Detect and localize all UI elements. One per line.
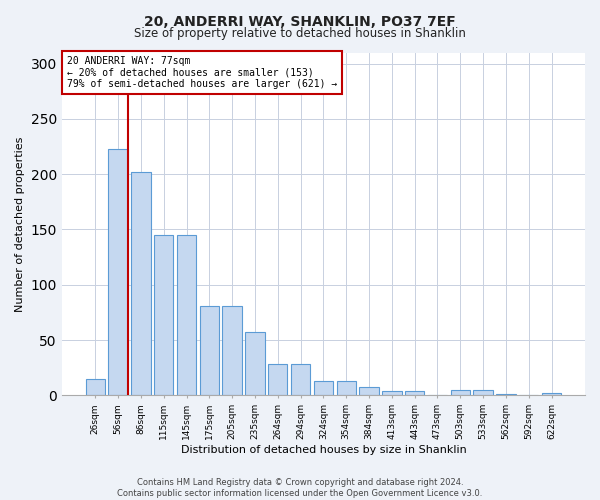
Y-axis label: Number of detached properties: Number of detached properties [15, 136, 25, 312]
X-axis label: Distribution of detached houses by size in Shanklin: Distribution of detached houses by size … [181, 445, 466, 455]
Bar [291, 364, 310, 396]
Bar [496, 394, 515, 396]
Bar [451, 390, 470, 396]
Bar [314, 381, 333, 396]
Bar [109, 148, 128, 396]
Bar [405, 391, 424, 396]
Bar [86, 379, 105, 396]
Bar [223, 306, 242, 396]
Bar [542, 393, 561, 396]
Text: Size of property relative to detached houses in Shanklin: Size of property relative to detached ho… [134, 28, 466, 40]
Bar [177, 235, 196, 396]
Bar [200, 306, 219, 396]
Bar [245, 332, 265, 396]
Bar [382, 391, 401, 396]
Text: Contains HM Land Registry data © Crown copyright and database right 2024.
Contai: Contains HM Land Registry data © Crown c… [118, 478, 482, 498]
Text: 20, ANDERRI WAY, SHANKLIN, PO37 7EF: 20, ANDERRI WAY, SHANKLIN, PO37 7EF [144, 15, 456, 29]
Bar [337, 381, 356, 396]
Bar [268, 364, 287, 396]
Bar [154, 235, 173, 396]
Bar [359, 386, 379, 396]
Bar [473, 390, 493, 396]
Bar [131, 172, 151, 396]
Text: 20 ANDERRI WAY: 77sqm
← 20% of detached houses are smaller (153)
79% of semi-det: 20 ANDERRI WAY: 77sqm ← 20% of detached … [67, 56, 337, 89]
